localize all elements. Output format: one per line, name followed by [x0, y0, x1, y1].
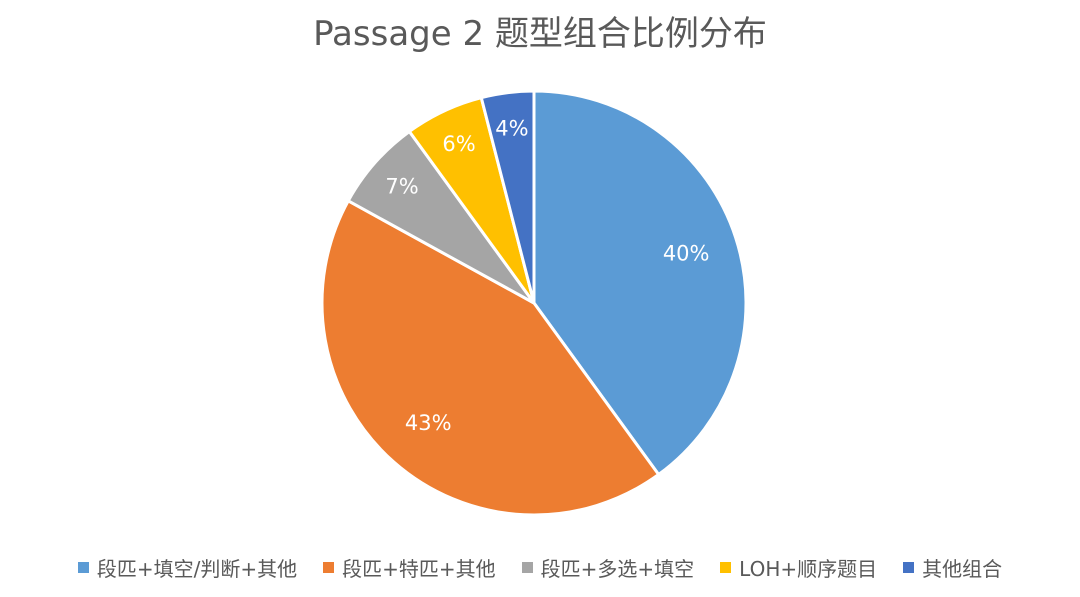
- pie-slice-5: [479, 89, 536, 305]
- legend-item-4: LOH+顺序题目: [720, 553, 877, 582]
- chart-legend: 段匹+填空/判断+其他 段匹+特匹+其他 段匹+多选+填空 LOH+顺序题目 其他组合: [0, 553, 1080, 582]
- pie-slice-2: [320, 199, 661, 517]
- legend-swatch-3: [521, 562, 533, 573]
- legend-swatch-5: [903, 562, 915, 573]
- legend-label-3: 段匹+多选+填空: [540, 557, 695, 581]
- pie-slice-label-5: 4%: [495, 116, 528, 140]
- pie-slice-label-1: 40%: [663, 242, 710, 266]
- legend-label-5: 其他组合: [922, 557, 1003, 581]
- legend-swatch-1: [77, 562, 89, 573]
- pie-slice-label-2: 43%: [405, 411, 452, 435]
- legend-item-5: 其他组合: [903, 553, 1002, 582]
- legend-item-1: 段匹+填空/判断+其他: [77, 553, 298, 582]
- pie-slice-1: [532, 89, 748, 477]
- legend-label-1: 段匹+填空/判断+其他: [96, 557, 298, 581]
- legend-swatch-2: [323, 562, 335, 573]
- legend-swatch-4: [720, 562, 732, 573]
- legend-label-4: LOH+顺序题目: [739, 557, 878, 581]
- pie-slice-label-4: 6%: [442, 132, 475, 156]
- legend-item-2: 段匹+特匹+其他: [323, 553, 496, 582]
- legend-label-2: 段匹+特匹+其他: [342, 557, 496, 581]
- legend-item-3: 段匹+多选+填空: [521, 553, 695, 582]
- chart-title: Passage 2 题型组合比例分布: [313, 14, 767, 54]
- pie-slice-label-3: 7%: [385, 175, 418, 199]
